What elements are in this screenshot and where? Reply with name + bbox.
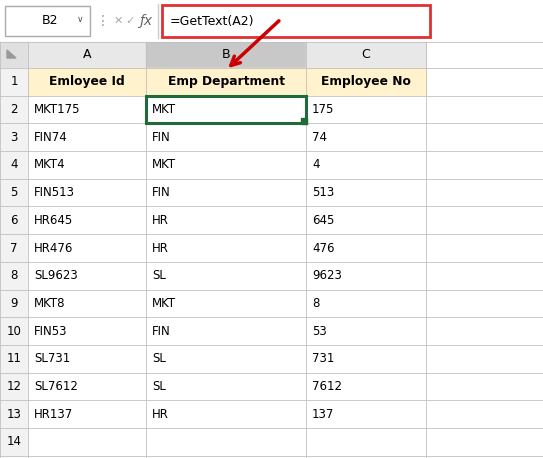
Text: ƒx: ƒx [140, 14, 153, 28]
Text: MKT: MKT [152, 158, 176, 171]
Text: 731: 731 [312, 352, 334, 365]
Text: B2: B2 [41, 15, 58, 27]
Text: SL: SL [152, 269, 166, 282]
Text: ✓: ✓ [125, 16, 135, 26]
Text: HR476: HR476 [34, 241, 73, 255]
Bar [146, 96, 306, 123]
Text: FIN74: FIN74 [34, 131, 68, 144]
Text: 645: 645 [312, 214, 334, 227]
Text: 1: 1 [10, 76, 18, 88]
Text: 2: 2 [10, 103, 18, 116]
Text: SL: SL [152, 380, 166, 393]
Text: 14: 14 [7, 436, 22, 448]
Text: ✕: ✕ [113, 16, 123, 26]
Bar [162, 5, 430, 37]
Text: SL731: SL731 [34, 352, 70, 365]
Text: 137: 137 [312, 408, 334, 421]
Bar [5, 6, 90, 36]
Text: FIN53: FIN53 [34, 325, 67, 338]
Text: 74: 74 [312, 131, 327, 144]
Text: FIN: FIN [152, 186, 171, 199]
Text: HR645: HR645 [34, 214, 73, 227]
Text: 6: 6 [10, 214, 18, 227]
Text: SL9623: SL9623 [34, 269, 78, 282]
Text: 8: 8 [312, 297, 319, 310]
Text: Emp Department: Emp Department [167, 76, 285, 88]
Text: 8: 8 [10, 269, 18, 282]
Text: Employee No: Employee No [321, 76, 411, 88]
Text: ∨: ∨ [77, 16, 83, 24]
Text: A: A [83, 49, 91, 61]
Text: 4: 4 [312, 158, 319, 171]
Text: C: C [362, 49, 370, 61]
Polygon shape [7, 50, 16, 58]
Text: Emloyee Id: Emloyee Id [49, 76, 125, 88]
Text: 9: 9 [10, 297, 18, 310]
Text: 513: 513 [312, 186, 334, 199]
Text: MKT: MKT [152, 297, 176, 310]
Text: SL7612: SL7612 [34, 380, 78, 393]
Text: 4: 4 [10, 158, 18, 171]
Text: MKT4: MKT4 [34, 158, 66, 171]
Text: MKT175: MKT175 [34, 103, 80, 116]
Text: FIN: FIN [152, 131, 171, 144]
Text: B: B [222, 49, 230, 61]
Text: 7: 7 [10, 241, 18, 255]
Text: 11: 11 [7, 352, 22, 365]
Text: 175: 175 [312, 103, 334, 116]
Text: 10: 10 [7, 325, 21, 338]
Text: =GetText(A2): =GetText(A2) [170, 15, 255, 27]
Text: 5: 5 [10, 186, 18, 199]
Text: ⋮: ⋮ [96, 14, 110, 28]
Text: 9623: 9623 [312, 269, 342, 282]
Text: FIN513: FIN513 [34, 186, 75, 199]
Text: 53: 53 [312, 325, 327, 338]
Text: HR: HR [152, 408, 169, 421]
Text: 13: 13 [7, 408, 21, 421]
Text: 12: 12 [7, 380, 22, 393]
Text: 476: 476 [312, 241, 334, 255]
Text: MKT8: MKT8 [34, 297, 66, 310]
Text: SL: SL [152, 352, 166, 365]
Text: 7612: 7612 [312, 380, 342, 393]
Text: FIN: FIN [152, 325, 171, 338]
Text: HR137: HR137 [34, 408, 73, 421]
Text: HR: HR [152, 214, 169, 227]
Text: MKT: MKT [152, 103, 176, 116]
Text: 3: 3 [10, 131, 18, 144]
Text: HR: HR [152, 241, 169, 255]
